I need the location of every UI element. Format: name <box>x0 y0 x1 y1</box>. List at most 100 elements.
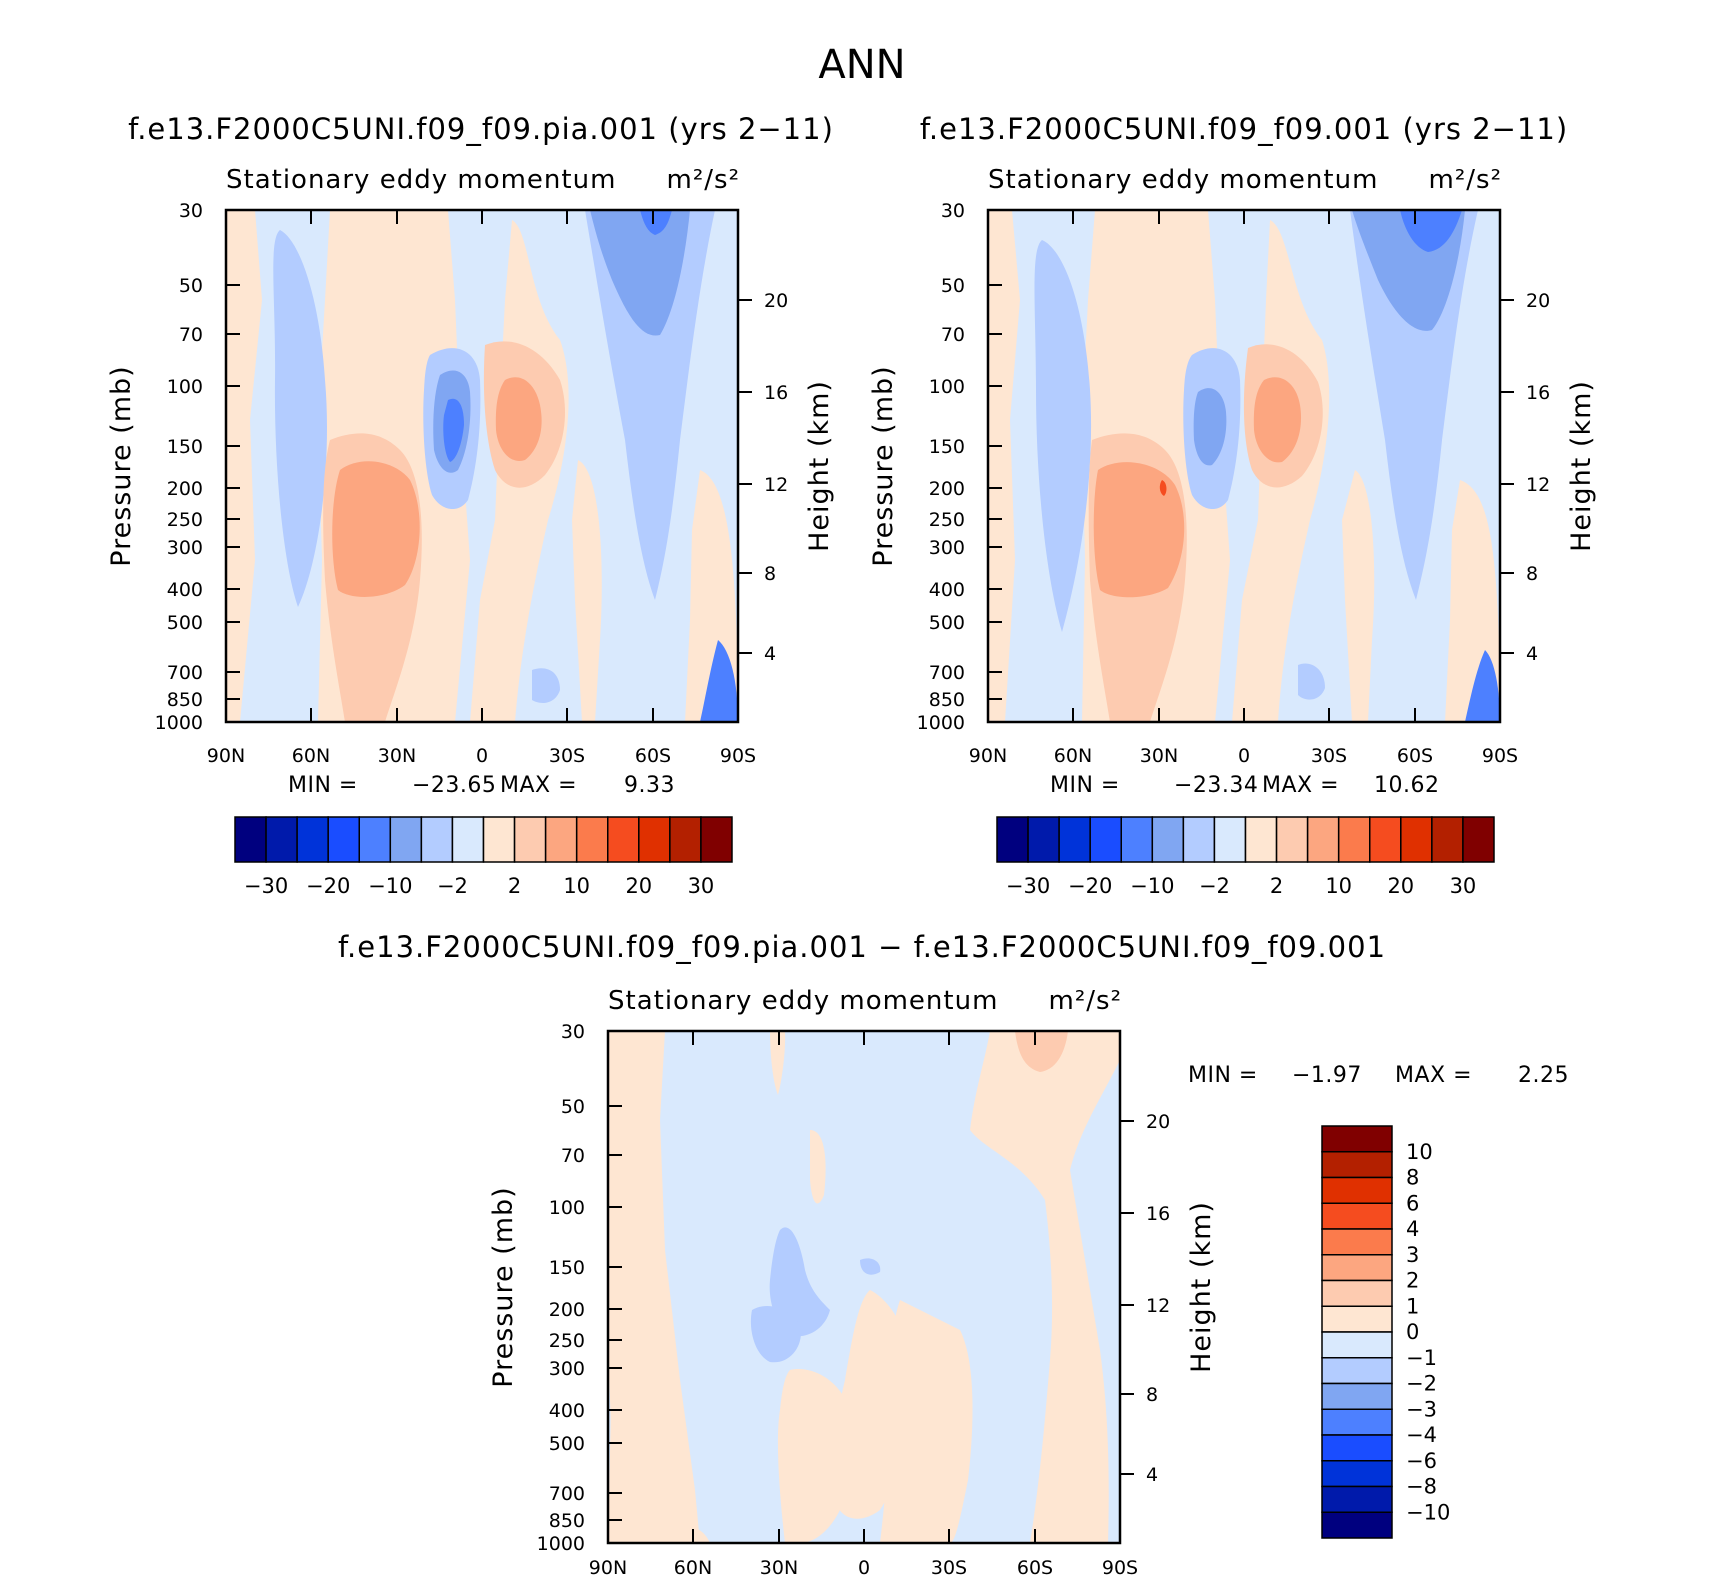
panel-1-x-axis: 90N 60N 30N 0 30S 60S 90S <box>207 210 756 767</box>
colorbar-swatch <box>1182 816 1216 863</box>
panel-3-height-tick: 20 <box>1146 1111 1170 1133</box>
panel-2-y-tick: 150 <box>929 436 965 458</box>
panel-2-y-tick: 400 <box>929 579 965 601</box>
panel-1-y-tick: 1000 <box>155 712 203 734</box>
panel-3-y-tick: 500 <box>549 1433 585 1455</box>
colorbar-label: −10 <box>1406 1500 1450 1524</box>
panel-2-y-label: Pressure (mb) <box>868 365 899 566</box>
figure-title: ANN <box>818 42 905 88</box>
panel-2-height-tick: 4 <box>1526 643 1538 665</box>
colorbar-swatch <box>1321 1460 1393 1488</box>
panel-2-y-tick: 50 <box>941 275 965 297</box>
panel-1-y-tick: 200 <box>167 478 203 500</box>
panel-2-height-tick: 16 <box>1526 382 1550 404</box>
panel-1-y-tick: 700 <box>167 662 203 684</box>
panel-2-y-tick: 200 <box>929 478 965 500</box>
colorbar-label: −6 <box>1406 1449 1437 1473</box>
colorbar-label: 8 <box>1406 1166 1419 1190</box>
colorbar-swatch <box>669 816 702 863</box>
colorbar-swatch <box>996 816 1029 863</box>
colorbar-label: −10 <box>1130 874 1174 898</box>
colorbar-label: 30 <box>688 874 715 898</box>
panel-1-y-tick: 150 <box>167 436 203 458</box>
panel-3-units: m²/s² <box>1049 986 1122 1016</box>
panel-2-height-tick: 20 <box>1526 290 1550 312</box>
panel-3-height-tick: 4 <box>1146 1464 1158 1486</box>
colorbar-label: 20 <box>1387 874 1414 898</box>
colorbar-swatch <box>1321 1357 1393 1385</box>
colorbar-swatch <box>1027 816 1060 863</box>
colorbar-swatch <box>607 816 640 863</box>
colorbar-swatch <box>1321 1408 1393 1436</box>
colorbar-swatch <box>1321 1228 1393 1256</box>
panel-2-min-label: MIN = <box>1050 773 1120 798</box>
colorbar-label: 2 <box>1270 874 1283 898</box>
panel-1-y-tick: 400 <box>167 579 203 601</box>
colorbar-swatch <box>1321 1254 1393 1282</box>
panel-1-y-tick: 100 <box>167 376 203 398</box>
panel-1-stats: MIN = −23.65 MAX = 9.33 <box>288 773 675 798</box>
panel-3-x-tick: 30N <box>760 1557 798 1579</box>
panel-2-y-tick: 700 <box>929 662 965 684</box>
colorbar-label: 20 <box>625 874 652 898</box>
colorbar-swatch <box>513 816 547 863</box>
colorbar-label: −2 <box>1199 874 1230 898</box>
panel-3-y-tick: 700 <box>549 1483 585 1505</box>
panel-2-y-tick: 850 <box>929 689 965 711</box>
colorbar-label: −4 <box>1406 1423 1437 1447</box>
panel-2-x-tick: 30N <box>1140 745 1178 767</box>
panel-2-x-tick: 90S <box>1482 745 1518 767</box>
panel-1-field <box>226 210 738 722</box>
panel-1-y-tick: 70 <box>179 324 203 346</box>
colorbar-label: 10 <box>1325 874 1352 898</box>
colorbar-swatch <box>1321 1125 1393 1153</box>
colorbar-label: 2 <box>508 874 521 898</box>
panel-3-y-tick: 70 <box>561 1145 585 1167</box>
panel-3-y-tick: 100 <box>549 1197 585 1219</box>
colorbar-swatch <box>1244 816 1278 863</box>
panel-2-x-tick: 90N <box>969 745 1007 767</box>
colorbar-label: −3 <box>1406 1397 1437 1421</box>
panel-1-y-axis: 30 50 70 100 150 200 250 300 400 500 700… <box>106 200 240 734</box>
panel-1-x-tick: 0 <box>476 745 488 767</box>
colorbar-swatch <box>265 816 298 863</box>
panel-1-max-label: MAX = <box>500 773 577 798</box>
colorbar-swatch <box>700 816 733 863</box>
colorbar-label: 10 <box>563 874 590 898</box>
panel-1-units: m²/s² <box>667 165 740 195</box>
panel-2-right-label: Height (km) <box>1566 380 1597 552</box>
panel-3-y-tick: 250 <box>549 1330 585 1352</box>
panel-1-right-axis: 20 16 12 8 4 Height (km) <box>738 290 835 665</box>
colorbar-swatch <box>1321 1151 1393 1179</box>
colorbar-swatch <box>1089 816 1122 863</box>
colorbar-swatch <box>1400 816 1433 863</box>
colorbar-swatch <box>420 816 454 863</box>
panel-1-x-tick: 30S <box>549 745 585 767</box>
colorbar-swatch <box>544 816 578 863</box>
colorbar-label: 1 <box>1406 1294 1419 1318</box>
panel-3-min-label: MIN = <box>1188 1063 1258 1088</box>
panel-experiment: f.e13.F2000C5UNI.f09_f09.001 (yrs 2−11) … <box>868 112 1597 898</box>
colorbar-swatch <box>1321 1485 1393 1513</box>
panel-3-x-tick: 60S <box>1017 1557 1053 1579</box>
panel-1-max-value: 9.33 <box>624 773 675 798</box>
colorbar-swatch <box>234 816 267 863</box>
colorbar-swatch <box>638 816 671 863</box>
colorbar-label: 6 <box>1406 1191 1419 1215</box>
panel-3-height-tick: 12 <box>1146 1295 1170 1317</box>
panel-2-stats: MIN = −23.34 MAX = 10.62 <box>1050 773 1439 798</box>
panel-3-height-tick: 16 <box>1146 1203 1170 1225</box>
panel-2-x-tick: 0 <box>1238 745 1250 767</box>
panel-3-y-tick: 150 <box>549 1257 585 1279</box>
panel-1-x-tick: 30N <box>378 745 416 767</box>
panel-3-max-value: 2.25 <box>1518 1063 1569 1088</box>
panel-1-height-tick: 4 <box>764 643 776 665</box>
panel-2-y-tick: 1000 <box>917 712 965 734</box>
panel-2-x-axis: 90N 60N 30N 0 30S 60S 90S <box>969 210 1518 767</box>
panel-2-right-axis: 20 16 12 8 4 Height (km) <box>1500 290 1597 665</box>
panel-1-x-tick: 60N <box>292 745 330 767</box>
colorbar-label: 4 <box>1406 1217 1419 1241</box>
panel-3-field <box>608 1031 1120 1543</box>
